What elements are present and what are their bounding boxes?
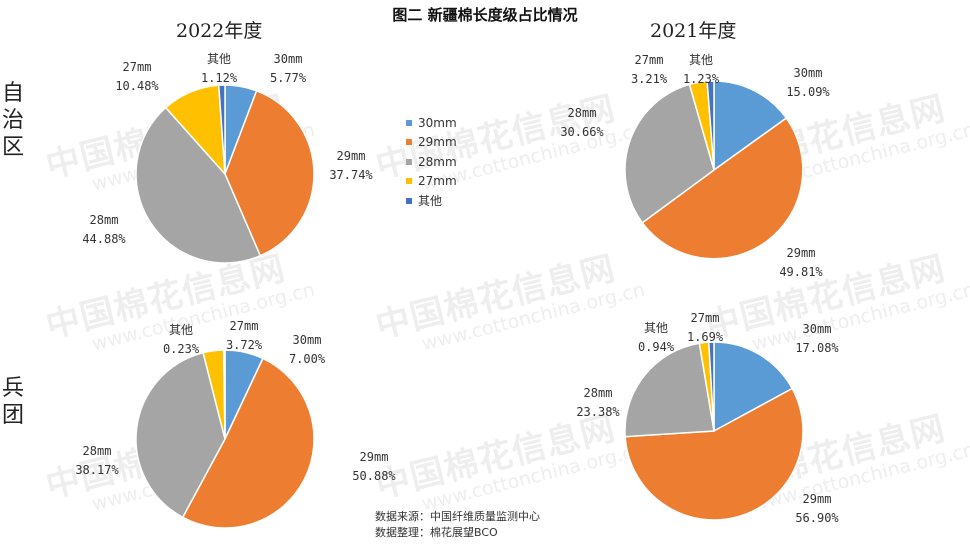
slice-category-label: 30mm (794, 66, 823, 80)
legend-swatch-30mm (406, 119, 412, 126)
slice-value-label: 0.94% (638, 340, 675, 354)
slice-category-label: 其他 (207, 52, 231, 66)
slice-value-label: 5.77% (270, 71, 307, 85)
legend-label: 30mm (418, 115, 457, 130)
slice-category-label: 其他 (689, 53, 713, 67)
pie-chart: 30mm 15.09% 29mm 49.81% 28mm 30.66% 27mm 3.21% 其… (560, 53, 830, 279)
slice-category-label: 29mm (787, 246, 816, 260)
slice-value-label: 0.23% (163, 342, 200, 356)
slice-value-label: 1.69% (687, 330, 724, 344)
pie-slice-其他 (707, 341, 715, 432)
slice-category-label: 30mm (803, 322, 832, 336)
pie-chart: 30mm 7.00% 29mm 50.88% 28mm 38.17% 27mm 3.72% 其他… (75, 319, 396, 529)
slice-category-label: 其他 (169, 323, 193, 337)
pie-slice-30mm (713, 341, 794, 433)
pie-slice-其他 (706, 80, 715, 171)
legend-swatch-other (406, 197, 412, 204)
pie-slice-28mm (624, 83, 715, 224)
column-header-2021: 2021年度 (650, 20, 737, 42)
slice-value-label: 37.74% (329, 168, 373, 182)
slice-category-label: 28mm (90, 213, 119, 227)
legend-label: 27mm (418, 174, 457, 189)
slice-value-label: 44.88% (82, 232, 126, 246)
legend-label: 其他 (418, 194, 443, 209)
slice-value-label: 56.90% (795, 511, 839, 525)
pie-slice-28mm (135, 351, 226, 519)
pie-slice-29mm (624, 387, 804, 521)
column-header-2022: 2022年度 (176, 20, 263, 42)
slice-value-label: 10.48% (115, 79, 159, 93)
slice-category-label: 28mm (83, 444, 112, 458)
pie-slice-30mm (713, 80, 788, 172)
slice-value-label: 38.17% (75, 463, 119, 477)
legend: 30mm 29mm 28mm 27mm 其他 (406, 113, 457, 211)
pie-slice-29mm (181, 357, 315, 529)
pie-chart: 30mm 5.77% 29mm 37.74% 28mm 44.88% 27mm 10.48% 其… (82, 52, 373, 264)
slice-value-label: 3.72% (226, 338, 263, 352)
slice-category-label: 29mm (360, 450, 389, 464)
legend-item: 29mm (406, 133, 457, 153)
slice-value-label: 23.38% (576, 405, 620, 419)
legend-label: 28mm (418, 154, 457, 169)
pie-chart: 30mm 17.08% 29mm 56.90% 28mm 23.38% 27mm 1.69% 其… (576, 311, 839, 525)
pie-slice-其他 (222, 349, 226, 440)
legend-swatch-27mm (406, 178, 412, 185)
slice-category-label: 30mm (274, 52, 303, 66)
slice-value-label: 3.21% (631, 72, 668, 86)
source-line: 数据整理：棉花展望BCO (375, 526, 498, 539)
pie-slice-29mm (641, 117, 804, 260)
slice-category-label: 28mm (584, 386, 613, 400)
row-header-region: 自治区 (1, 81, 24, 160)
legend-item: 27mm (406, 172, 457, 192)
slice-value-label: 1.12% (201, 71, 238, 85)
slice-value-label: 50.88% (352, 469, 396, 483)
slice-value-label: 49.81% (779, 265, 823, 279)
slice-category-label: 27mm (635, 53, 664, 67)
row-header-corps: 兵团 (1, 376, 24, 428)
slice-category-label: 27mm (123, 60, 152, 74)
pie-slice-29mm (224, 89, 315, 257)
pie-slice-28mm (624, 342, 715, 438)
slice-value-label: 17.08% (795, 341, 839, 355)
legend-swatch-28mm (406, 158, 412, 165)
slice-category-label: 27mm (230, 319, 259, 333)
pie-slice-28mm (135, 106, 262, 264)
legend-item: 28mm (406, 152, 457, 172)
slice-value-label: 7.00% (289, 352, 326, 366)
slice-category-label: 30mm (293, 333, 322, 347)
slice-category-label: 28mm (568, 106, 597, 120)
slice-value-label: 30.66% (560, 125, 604, 139)
slice-category-label: 29mm (337, 149, 366, 163)
slice-value-label: 1.23% (683, 72, 720, 86)
source-note: 数据来源：中国纤维质量监测中心 数据整理：棉花展望BCO (375, 509, 540, 541)
legend-swatch-29mm (406, 139, 412, 146)
slice-category-label: 29mm (803, 492, 832, 506)
legend-item: 30mm (406, 113, 457, 133)
figure-title: 图二 新疆棉长度级占比情况 (392, 6, 578, 24)
pie-slice-其他 (217, 84, 226, 175)
slice-value-label: 15.09% (786, 85, 830, 99)
legend-label: 29mm (418, 135, 457, 150)
slice-category-label: 其他 (644, 321, 668, 335)
slice-category-label: 27mm (691, 311, 720, 325)
source-line: 数据来源：中国纤维质量监测中心 (375, 510, 540, 523)
legend-item: 其他 (406, 191, 457, 211)
